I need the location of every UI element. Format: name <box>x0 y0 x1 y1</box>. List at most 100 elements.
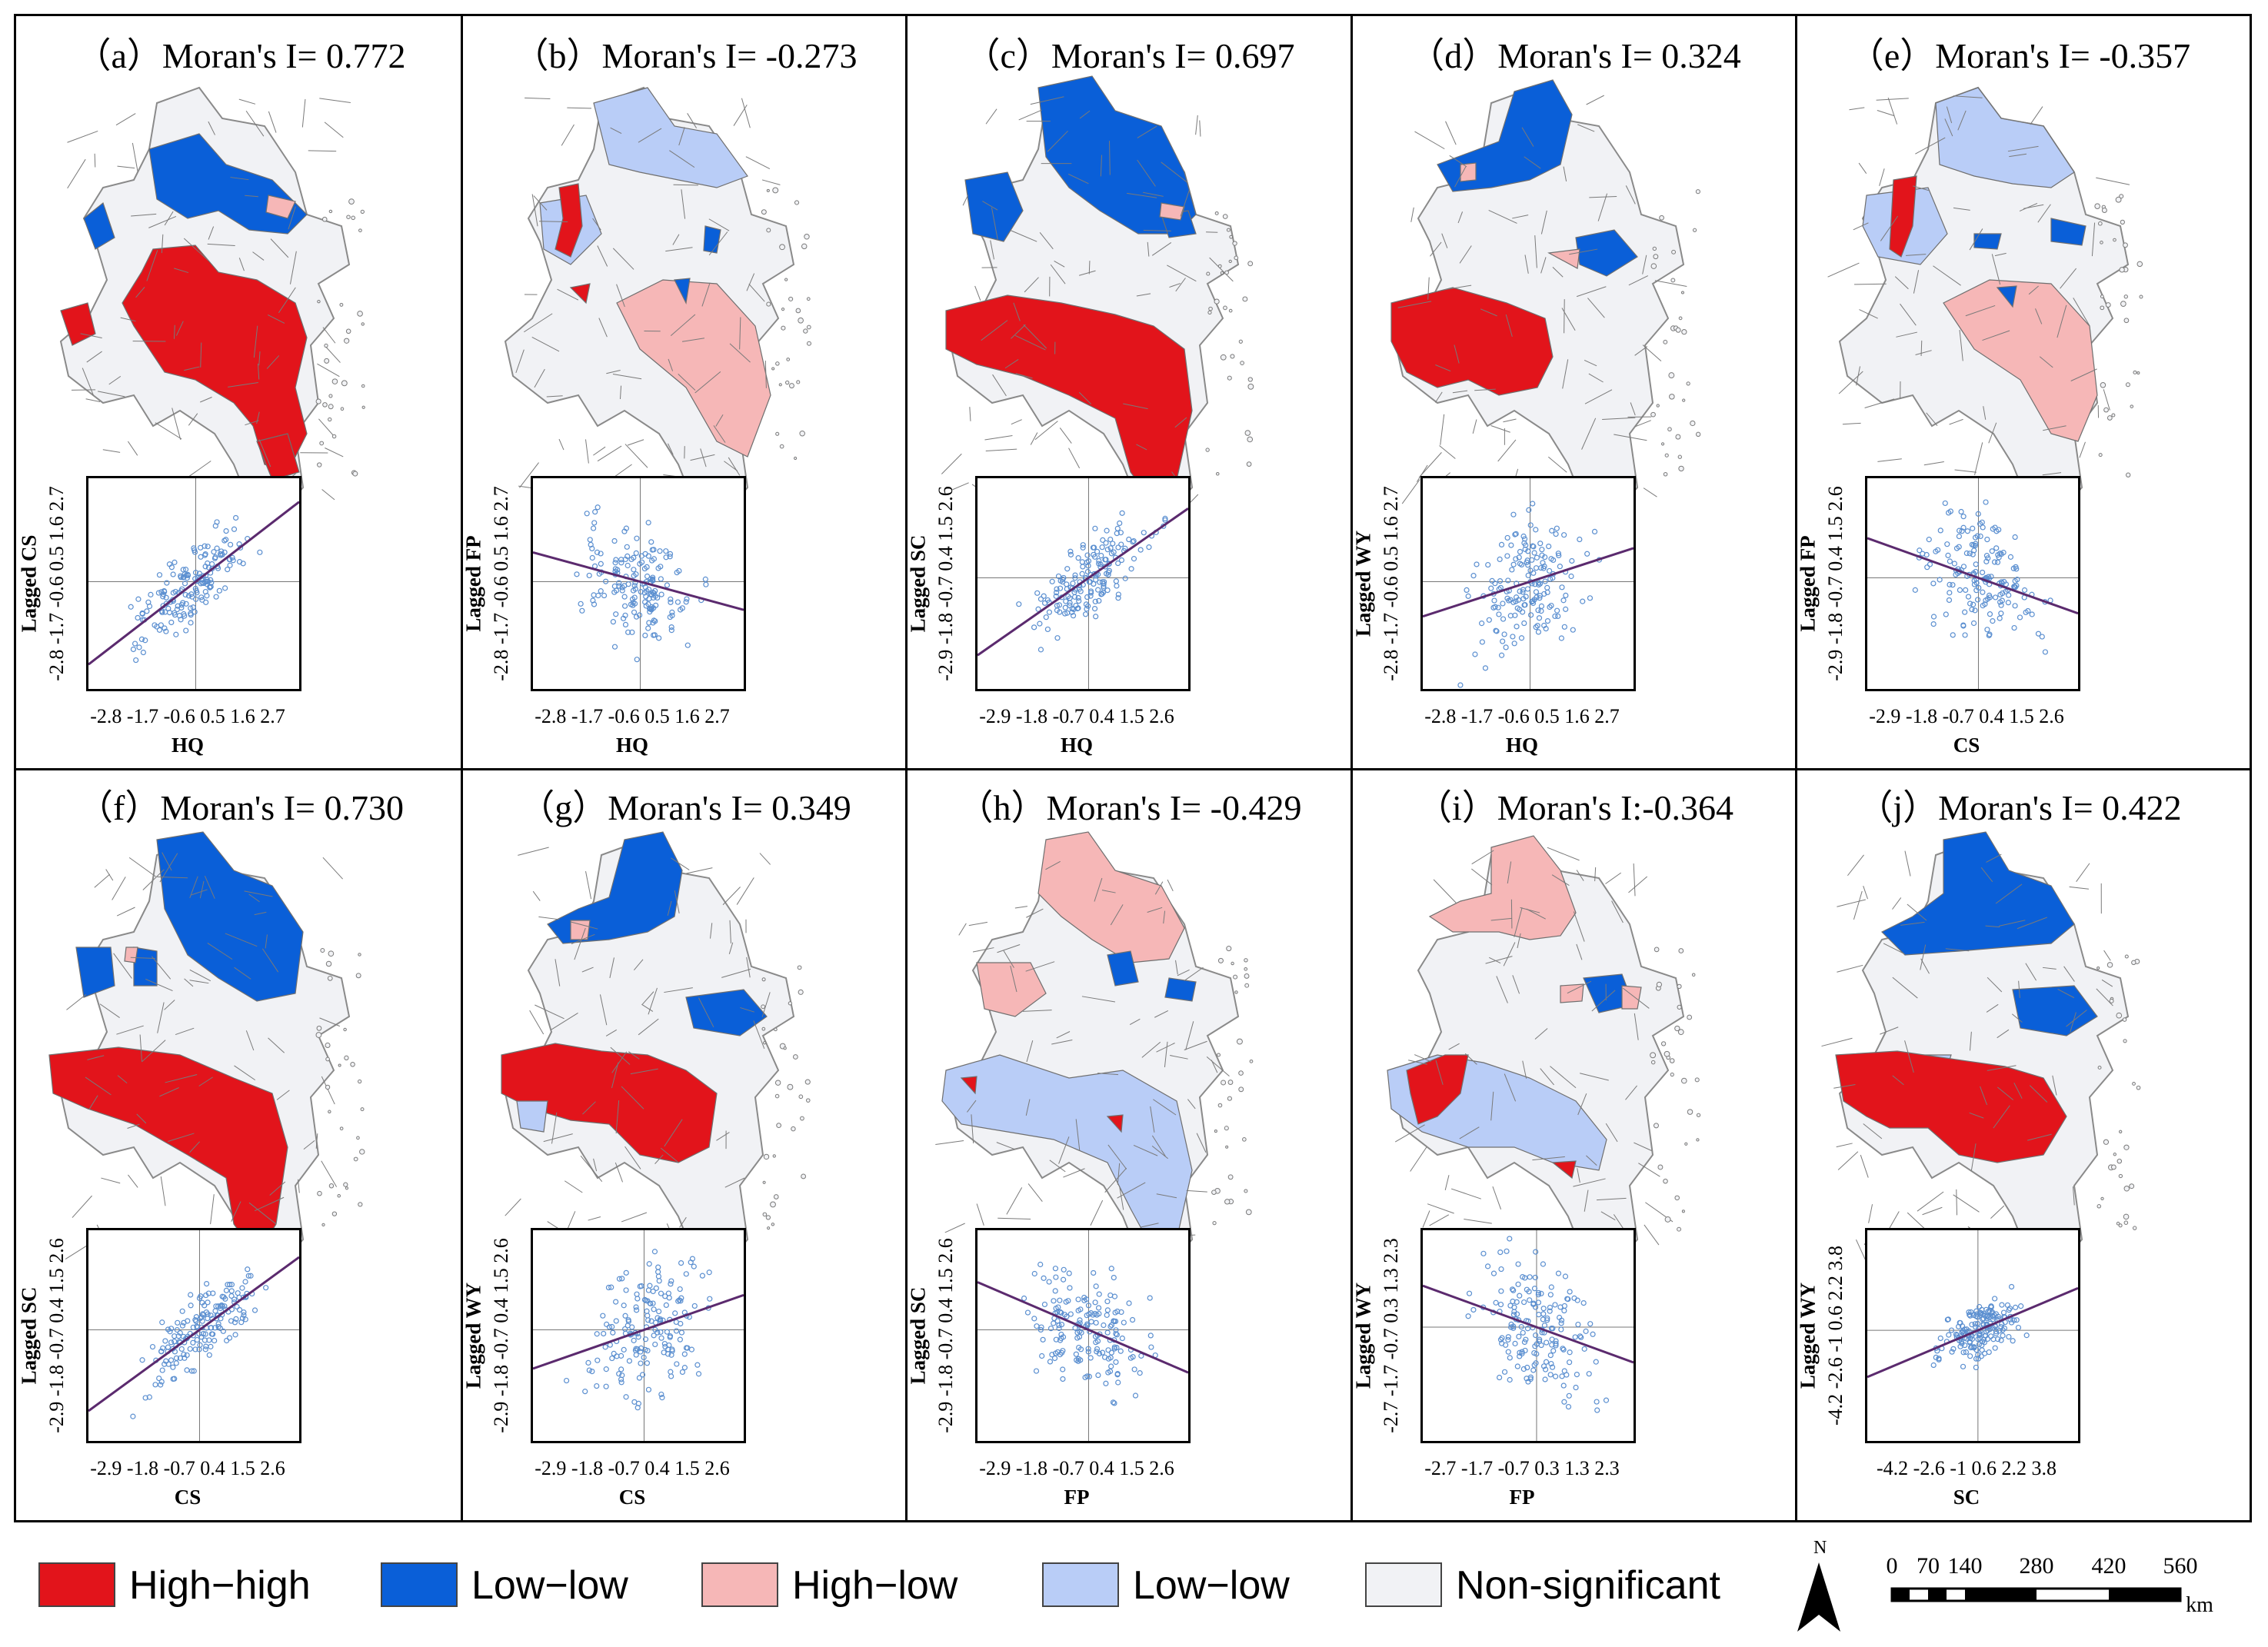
scatter-point <box>594 504 601 511</box>
county-boundary <box>672 234 680 245</box>
county-boundary <box>2096 988 2113 1007</box>
scatter-point <box>691 1303 698 1309</box>
county-boundary <box>1987 1065 2017 1071</box>
panel-title: （b）Moran's I= -0.273 <box>513 36 858 75</box>
county-boundary <box>225 933 258 947</box>
county-boundary <box>1838 371 1863 394</box>
scatter-point <box>2011 1317 2017 1323</box>
scatter-point <box>595 592 601 599</box>
scatter-point <box>1980 524 1986 531</box>
county-boundary <box>1180 189 1190 217</box>
y-axis-ticks: -2.7 -1.7 -0.7 0.3 1.3 2.3 <box>1380 1238 1402 1433</box>
county-boundary <box>1503 942 1516 967</box>
scatter-point <box>1111 1400 1117 1406</box>
scatter-point <box>644 564 650 571</box>
island <box>328 209 333 214</box>
island <box>1220 271 1224 275</box>
county-boundary <box>2019 202 2038 212</box>
scatter-point <box>656 1278 662 1284</box>
scatter-point <box>213 1303 219 1309</box>
scatter-point <box>679 605 685 611</box>
scatter-point <box>1535 1289 1542 1296</box>
county-boundary <box>668 443 674 455</box>
island <box>774 1027 778 1032</box>
scatter-point <box>684 642 691 648</box>
scatter-point <box>165 605 172 612</box>
scatter-point <box>1524 559 1530 565</box>
scatter-point <box>1559 584 1565 591</box>
scatter-point <box>611 1350 617 1356</box>
scatter-point <box>135 614 141 621</box>
scatter-point <box>163 1358 169 1364</box>
scatter-point <box>1534 623 1540 629</box>
scatter-point <box>638 1345 644 1351</box>
county-boundary <box>2101 979 2113 987</box>
island <box>2101 208 2107 214</box>
county-boundary <box>740 1007 755 1013</box>
island <box>1231 961 1234 966</box>
y-axis-ticks: -2.8 -1.7 -0.6 0.5 1.6 2.7 <box>1380 486 1402 681</box>
scatter-point <box>1131 537 1137 544</box>
scatter-point <box>1141 530 1147 536</box>
scatter-point <box>623 1269 629 1276</box>
county-boundary <box>1985 925 2000 928</box>
scatter-point <box>159 1367 165 1373</box>
county-boundary <box>1584 359 1597 367</box>
island <box>1249 1059 1254 1063</box>
island <box>1244 983 1250 988</box>
county-boundary <box>674 890 680 913</box>
scatter-point <box>1540 565 1547 571</box>
scatter-point <box>1561 1399 1567 1405</box>
island <box>1678 948 1684 953</box>
county-boundary <box>1170 1055 1188 1060</box>
scatter-point <box>1085 1349 1091 1355</box>
island <box>325 1056 330 1062</box>
island <box>767 1226 771 1230</box>
scatter-point <box>664 1329 671 1335</box>
scatter-point <box>1113 1331 1119 1337</box>
scatter-point <box>1970 525 1976 531</box>
scatter-point <box>245 1273 251 1279</box>
x-axis-ticks: -2.7 -1.7 -0.7 0.3 1.3 2.3 <box>1424 1457 1620 1479</box>
county-boundary <box>115 113 136 126</box>
island <box>1214 1130 1217 1133</box>
scatter-point <box>1515 1281 1521 1287</box>
county-boundary <box>753 1020 765 1050</box>
scatter-point <box>1552 613 1558 620</box>
scatter-point <box>668 1281 674 1287</box>
scatter-point <box>1514 1363 1520 1369</box>
panel-title: （a）Moran's I= 0.772 <box>75 36 406 75</box>
scatter-point <box>1085 563 1091 569</box>
county-boundary <box>1863 886 1868 900</box>
scatter-point <box>1113 1359 1119 1366</box>
island <box>1677 1029 1684 1036</box>
island <box>761 209 767 215</box>
scatter-point <box>1041 600 1048 606</box>
scatter-point <box>653 602 659 608</box>
scatter-point <box>1948 1327 1955 1333</box>
scatter-point <box>1520 533 1527 540</box>
scatter-point <box>638 1349 644 1355</box>
scatter-point <box>1107 1292 1114 1299</box>
scatter-point <box>1504 1248 1510 1254</box>
scatter-point <box>669 609 675 615</box>
scatter-point <box>1057 609 1063 615</box>
scatter-point <box>205 1299 211 1306</box>
scatter-point <box>230 557 236 564</box>
scatter-point <box>1091 1269 1097 1276</box>
scatter-point <box>152 1382 158 1388</box>
county-boundary <box>1119 1187 1124 1210</box>
island <box>774 1080 781 1086</box>
county-boundary <box>1184 967 1204 981</box>
y-axis-ticks: -2.8 -1.7 -0.6 0.5 1.6 2.7 <box>490 486 512 681</box>
scatter-point <box>1062 604 1068 611</box>
scatter-point <box>1043 614 1049 621</box>
scatter-point <box>2013 566 2020 572</box>
county-boundary <box>2027 1133 2052 1141</box>
island <box>766 188 770 192</box>
scatter-point <box>594 549 601 555</box>
island <box>1684 1142 1688 1146</box>
county-boundary <box>558 438 565 451</box>
county-boundary <box>1150 1106 1155 1133</box>
scatter-point <box>202 1331 208 1337</box>
